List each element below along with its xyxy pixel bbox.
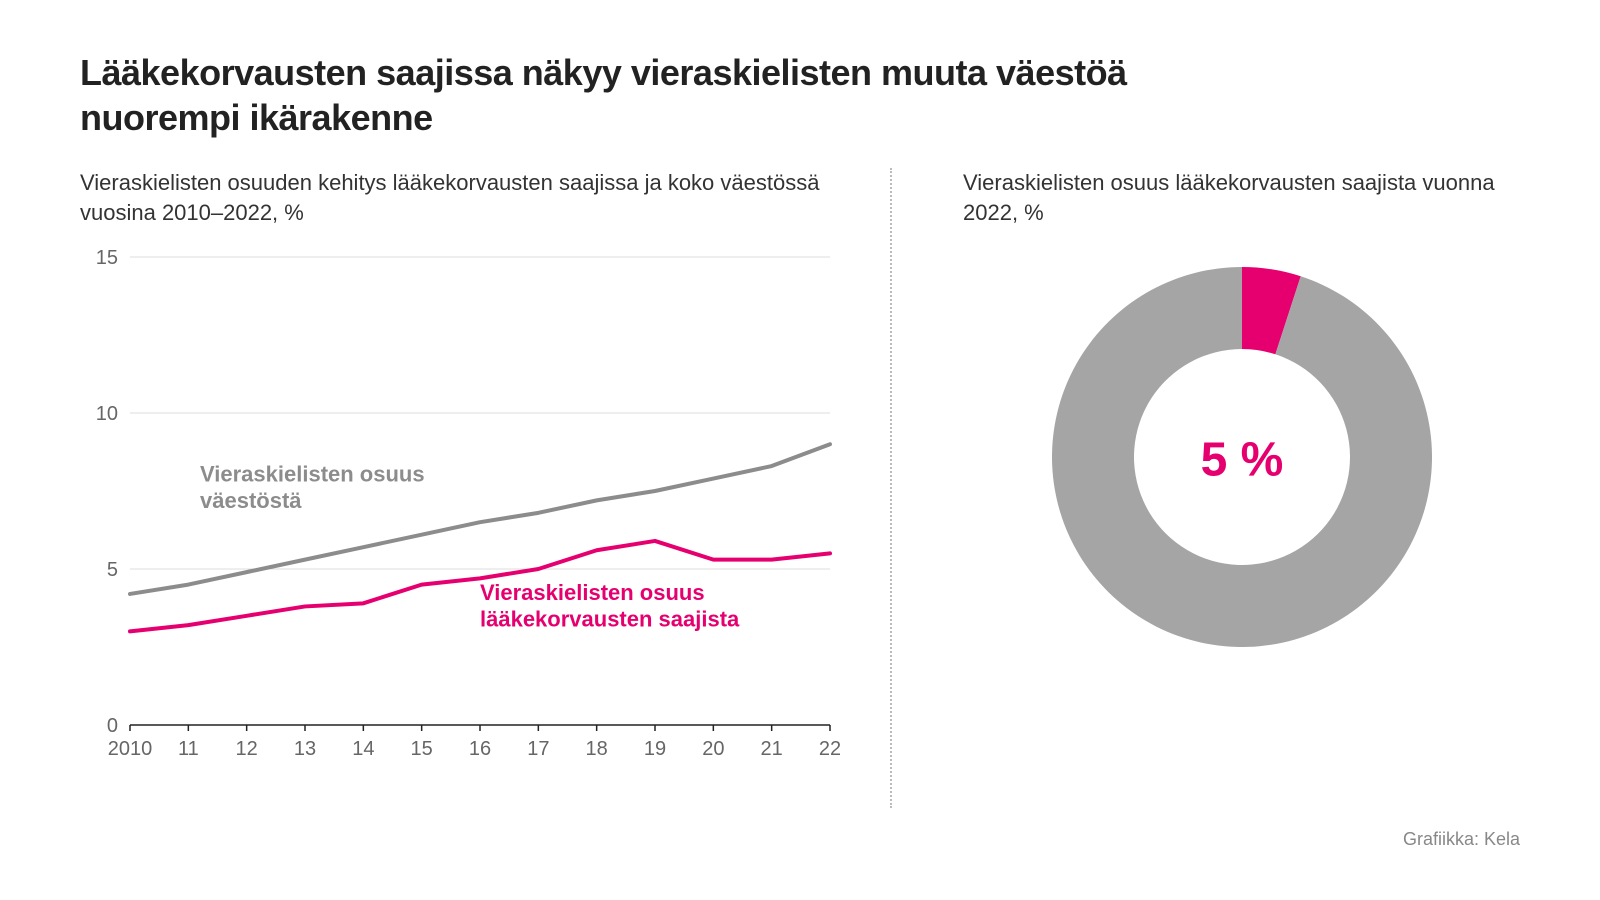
- line-chart-subtitle: Vieraskielisten osuuden kehitys lääkekor…: [80, 168, 840, 227]
- line-chart: 0 5 10 15 2010 11 12 13 14 15 16 17 18 19 20 21 22 Vieras…: [80, 247, 840, 767]
- series-label: lääkekorvausten saajista: [480, 607, 740, 632]
- series-label: Vieraskielisten osuus: [480, 581, 705, 606]
- series-label: väestöstä: [200, 488, 302, 513]
- credit-label: Grafiikka: Kela: [1403, 829, 1520, 850]
- donut-chart: 5 %: [1032, 247, 1452, 667]
- x-tick-label: 2010: [108, 738, 153, 760]
- donut-chart-panel: Vieraskielisten osuus lääkekorvausten sa…: [943, 168, 1520, 667]
- x-tick-label: 12: [236, 738, 258, 760]
- panel-divider: [890, 168, 893, 808]
- x-tick-label: 13: [294, 738, 316, 760]
- line-chart-panel: Vieraskielisten osuuden kehitys lääkekor…: [80, 168, 840, 772]
- x-tick-label: 19: [644, 738, 666, 760]
- chart-title: Lääkekorvausten saajissa näkyy vieraskie…: [80, 50, 1180, 140]
- x-tick-label: 14: [352, 738, 374, 760]
- x-tick-label: 20: [702, 738, 724, 760]
- donut-chart-subtitle: Vieraskielisten osuus lääkekorvausten sa…: [963, 168, 1520, 227]
- x-tick-label: 11: [178, 738, 199, 760]
- x-tick-label: 21: [761, 738, 783, 760]
- x-tick-label: 16: [469, 738, 491, 760]
- y-tick-label: 0: [107, 715, 118, 737]
- x-tick-label: 17: [527, 738, 549, 760]
- x-tick-label: 15: [411, 738, 433, 760]
- y-tick-label: 15: [96, 247, 118, 269]
- y-tick-label: 5: [107, 559, 118, 581]
- donut-center-label: 5 %: [1200, 434, 1283, 487]
- y-tick-label: 10: [96, 403, 118, 425]
- series-label: Vieraskielisten osuus: [200, 462, 425, 487]
- charts-row: Vieraskielisten osuuden kehitys lääkekor…: [80, 168, 1520, 808]
- x-tick-label: 22: [819, 738, 840, 760]
- x-tick-label: 18: [586, 738, 608, 760]
